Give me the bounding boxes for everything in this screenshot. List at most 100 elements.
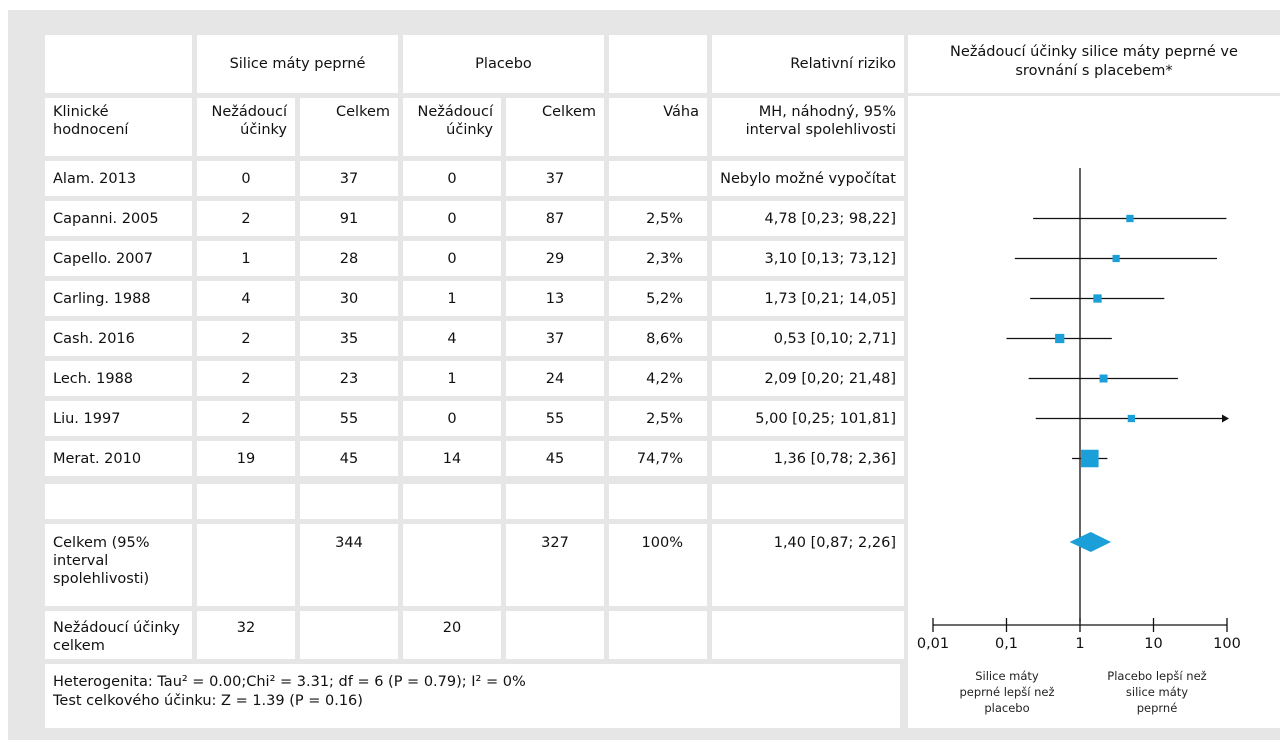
row-sm-events: 2 <box>197 201 295 236</box>
total-rr: 1,40 [0,87; 2,26] <box>712 524 904 606</box>
ci-arrow <box>1222 414 1229 423</box>
row-rr: 5,00 [0,25; 101,81] <box>712 401 904 436</box>
forest-plot: 0,01 0,1 1 10 100 Silice máty peprné lepší než… <box>917 168 1241 715</box>
row-weight <box>609 161 707 196</box>
header-blank-weight <box>609 35 707 93</box>
subheader-trial-text: Klinické hodnocení <box>53 104 129 138</box>
row-trial: Liu. 1997 <box>45 401 192 436</box>
row-sm-events: 0 <box>197 161 295 196</box>
study-point <box>1093 294 1102 303</box>
row-rr: 0,53 [0,10; 2,71] <box>712 321 904 356</box>
total-sm-total: 344 <box>300 524 398 606</box>
row-pl-events: 0 <box>403 201 501 236</box>
events-blank <box>506 611 604 659</box>
study-point <box>1112 254 1120 263</box>
row-rr: 1,36 [0,78; 2,36] <box>712 441 904 476</box>
row-pl-events: 14 <box>403 441 501 476</box>
row-pl-events: 0 <box>403 161 501 196</box>
subheader-sm-total: Celkem <box>300 98 398 156</box>
row-sm-total: 30 <box>300 281 398 316</box>
study-point <box>1081 449 1099 468</box>
spacer-cell <box>403 484 501 519</box>
subheader-sm-events-text: Nežádoucí účinky <box>211 104 287 138</box>
header-group-placebo: Placebo <box>403 35 604 93</box>
row-pl-total: 55 <box>506 401 604 436</box>
row-sm-events: 4 <box>197 281 295 316</box>
right-favours-label: Placebo lepší než silice máty peprné <box>1107 669 1206 715</box>
overall-test-text: Test celkového účinku: Z = 1.39 (P = 0.1… <box>53 693 363 709</box>
row-pl-total: 87 <box>506 201 604 236</box>
spacer-cell <box>45 484 192 519</box>
row-pl-events: 0 <box>403 241 501 276</box>
events-blank <box>300 611 398 659</box>
x-tick-label: 0,01 <box>917 636 949 652</box>
subheader-rr: MH, náhodný, 95% interval spolehlivosti <box>712 98 904 156</box>
row-trial: Capello. 2007 <box>45 241 192 276</box>
row-sm-events: 19 <box>197 441 295 476</box>
events-total-label-text: Nežádoucí účinky celkem <box>53 620 180 654</box>
row-weight: 4,2% <box>609 361 707 396</box>
subheader-pl-events-text: Nežádoucí účinky <box>417 104 493 138</box>
row-pl-events: 1 <box>403 361 501 396</box>
subheader-pl-events: Nežádoucí účinky <box>403 98 501 156</box>
row-trial: Alam. 2013 <box>45 161 192 196</box>
study-point <box>1099 374 1108 383</box>
row-weight: 74,7% <box>609 441 707 476</box>
row-sm-total: 45 <box>300 441 398 476</box>
subheader-rr-text: MH, náhodný, 95% interval spolehlivosti <box>745 104 896 138</box>
row-trial: Carling. 1988 <box>45 281 192 316</box>
pooled-diamond <box>1069 532 1112 552</box>
subheader-pl-total: Celkem <box>506 98 604 156</box>
row-pl-events: 1 <box>403 281 501 316</box>
row-pl-total: 13 <box>506 281 604 316</box>
total-pl-total: 327 <box>506 524 604 606</box>
statistics-footer: Heterogenita: Tau² = 0.00;Chi² = 3.31; d… <box>45 664 900 728</box>
header-relative-risk: Relativní riziko <box>712 35 904 93</box>
row-sm-events: 2 <box>197 361 295 396</box>
events-blank <box>609 611 707 659</box>
x-tick-label: 0,1 <box>995 636 1018 652</box>
row-pl-total: 45 <box>506 441 604 476</box>
row-sm-total: 35 <box>300 321 398 356</box>
total-pl-events <box>403 524 501 606</box>
total-label: Celkem (95% interval spolehlivosti) <box>45 524 192 606</box>
row-pl-total: 29 <box>506 241 604 276</box>
spacer-cell <box>506 484 604 519</box>
spacer-cell <box>300 484 398 519</box>
row-trial: Merat. 2010 <box>45 441 192 476</box>
plot-title-text: Nežádoucí účinky silice máty peprné ve s… <box>950 44 1238 79</box>
row-pl-total: 24 <box>506 361 604 396</box>
spacer-cell <box>197 484 295 519</box>
row-sm-total: 28 <box>300 241 398 276</box>
total-weight: 100% <box>609 524 707 606</box>
left-favours-label: Silice máty peprné lepší než placebo <box>959 669 1054 715</box>
plot-title: Nežádoucí účinky silice máty peprné ve s… <box>908 35 1280 93</box>
row-trial: Capanni. 2005 <box>45 201 192 236</box>
total-sm-events <box>197 524 295 606</box>
subheader-trial: Klinické hodnocení <box>45 98 192 156</box>
events-total-label: Nežádoucí účinky celkem <box>45 611 192 659</box>
x-tick-label: 1 <box>1075 636 1084 652</box>
row-pl-total: 37 <box>506 321 604 356</box>
row-weight: 2,5% <box>609 401 707 436</box>
heterogeneity-text: Heterogenita: Tau² = 0.00;Chi² = 3.31; d… <box>53 674 526 690</box>
events-blank <box>712 611 904 659</box>
study-point <box>1055 333 1065 344</box>
study-point <box>1127 414 1136 423</box>
row-weight: 2,5% <box>609 201 707 236</box>
row-rr: 3,10 [0,13; 73,12] <box>712 241 904 276</box>
subheader-weight: Váha <box>609 98 707 156</box>
row-rr: 1,73 [0,21; 14,05] <box>712 281 904 316</box>
row-sm-total: 55 <box>300 401 398 436</box>
row-sm-total: 23 <box>300 361 398 396</box>
row-sm-total: 91 <box>300 201 398 236</box>
row-trial: Lech. 1988 <box>45 361 192 396</box>
row-weight: 8,6% <box>609 321 707 356</box>
row-rr: 2,09 [0,20; 21,48] <box>712 361 904 396</box>
subheader-sm-events: Nežádoucí účinky <box>197 98 295 156</box>
events-total-sm: 32 <box>197 611 295 659</box>
row-pl-events: 0 <box>403 401 501 436</box>
header-blank <box>45 35 192 93</box>
row-sm-total: 37 <box>300 161 398 196</box>
row-rr: Nebylo možné vypočítat <box>712 161 904 196</box>
